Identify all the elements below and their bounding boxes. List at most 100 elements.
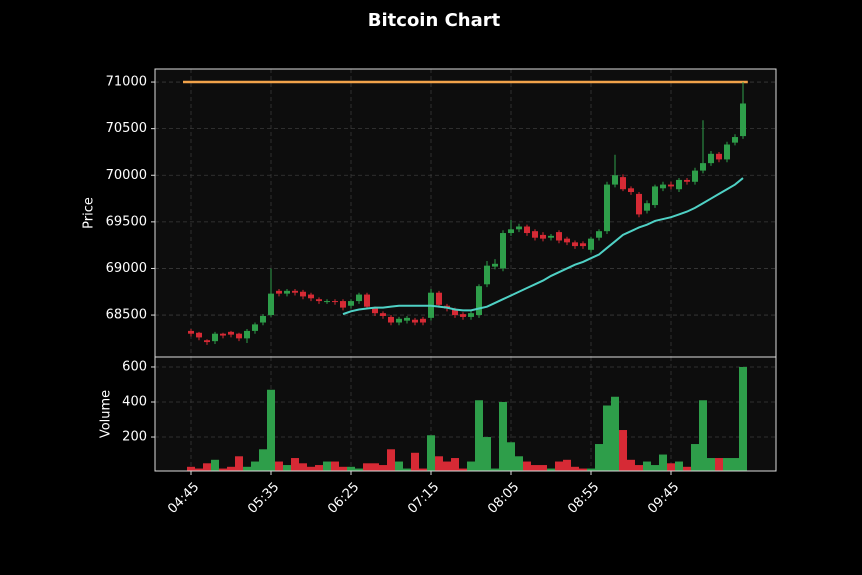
- volume-bar: [563, 459, 571, 471]
- volume-bar: [491, 468, 499, 471]
- candle-body: [388, 316, 394, 323]
- candle-body: [220, 333, 226, 336]
- volume-bar: [315, 465, 323, 471]
- volume-bar: [371, 463, 379, 471]
- candle-body: [700, 163, 706, 171]
- volume-bar: [355, 468, 363, 471]
- volume-bar: [283, 465, 291, 471]
- volume-bar: [275, 461, 283, 471]
- volume-bar: [211, 459, 219, 471]
- candle-body: [500, 233, 506, 269]
- y-tick-label: 69000: [106, 261, 147, 276]
- volume-bar: [339, 466, 347, 471]
- volume-bar: [739, 366, 747, 471]
- volume-bar: [523, 461, 531, 471]
- candle-body: [436, 292, 442, 305]
- volume-tick-label: 400: [122, 395, 147, 410]
- candle-body: [292, 290, 298, 293]
- volume-bar: [515, 456, 523, 471]
- volume-bar: [731, 458, 739, 471]
- volume-bar: [395, 461, 403, 471]
- candle-body: [604, 184, 610, 232]
- candle-body: [468, 313, 474, 317]
- volume-bar: [227, 466, 235, 471]
- candle-body: [212, 333, 218, 342]
- candle-body: [644, 203, 650, 211]
- volume-bar: [579, 468, 587, 471]
- candle-body: [684, 179, 690, 182]
- price-panel: [155, 69, 776, 357]
- volume-bar: [347, 466, 355, 471]
- candle-body: [580, 243, 586, 247]
- candle-body: [676, 179, 682, 190]
- volume-bar: [571, 466, 579, 471]
- volume-bar: [427, 435, 435, 471]
- candle-body: [732, 137, 738, 143]
- volume-bar: [603, 405, 611, 471]
- volume-bar: [547, 468, 555, 471]
- candle-body: [364, 294, 370, 307]
- volume-bar: [451, 458, 459, 471]
- candle-body: [628, 188, 634, 193]
- candle-body: [244, 330, 250, 339]
- candle-body: [556, 232, 562, 241]
- candle-body: [524, 226, 530, 234]
- volume-axis-label: Volume: [99, 390, 114, 438]
- candle-body: [596, 231, 602, 238]
- y-tick-label: 68500: [106, 308, 147, 323]
- candle-body: [740, 103, 746, 137]
- candle-body: [692, 170, 698, 182]
- candle-body: [196, 332, 202, 338]
- volume-bar: [691, 444, 699, 471]
- volume-bar: [587, 468, 595, 471]
- volume-bar: [651, 465, 659, 471]
- volume-bar: [683, 466, 691, 471]
- candle-body: [332, 301, 338, 303]
- candle-body: [548, 235, 554, 238]
- candle-body: [564, 238, 570, 243]
- candle-body: [476, 286, 482, 316]
- candle-body: [516, 226, 522, 230]
- volume-bar: [507, 442, 515, 471]
- volume-bar: [643, 461, 651, 471]
- volume-bar: [331, 461, 339, 471]
- volume-bar: [611, 396, 619, 471]
- candle-body: [396, 318, 402, 323]
- candle-body: [228, 331, 234, 335]
- volume-bar: [539, 465, 547, 471]
- y-tick-label: 71000: [106, 75, 147, 90]
- candle-body: [716, 153, 722, 160]
- candle-body: [484, 265, 490, 285]
- candle-body: [508, 229, 514, 234]
- volume-bar: [475, 400, 483, 471]
- chart-title: Bitcoin Chart: [368, 10, 501, 31]
- candle-body: [356, 294, 362, 302]
- volume-bar: [251, 461, 259, 471]
- volume-bar: [411, 452, 419, 471]
- candle-body: [308, 294, 314, 299]
- volume-bar: [259, 449, 267, 471]
- candle-body: [532, 231, 538, 238]
- candle-body: [620, 177, 626, 190]
- y-axis-label: Price: [82, 197, 97, 229]
- candle-body: [492, 263, 498, 267]
- volume-bar: [435, 456, 443, 471]
- volume-bar: [555, 461, 563, 471]
- moving-average-line: [342, 177, 744, 316]
- volume-bar: [595, 444, 603, 471]
- volume-bar: [667, 463, 675, 471]
- candle-body: [204, 340, 210, 343]
- volume-bar: [635, 465, 643, 471]
- candle-body: [316, 299, 322, 302]
- candle-body: [660, 184, 666, 189]
- candle-body: [452, 309, 458, 316]
- volume-bar: [699, 400, 707, 471]
- candle-body: [412, 319, 418, 323]
- volume-bar: [443, 461, 451, 471]
- y-tick-label: 70500: [106, 121, 147, 136]
- volume-bar: [291, 458, 299, 471]
- volume-bar: [235, 456, 243, 471]
- volume-bar: [627, 459, 635, 471]
- volume-bar: [707, 458, 715, 471]
